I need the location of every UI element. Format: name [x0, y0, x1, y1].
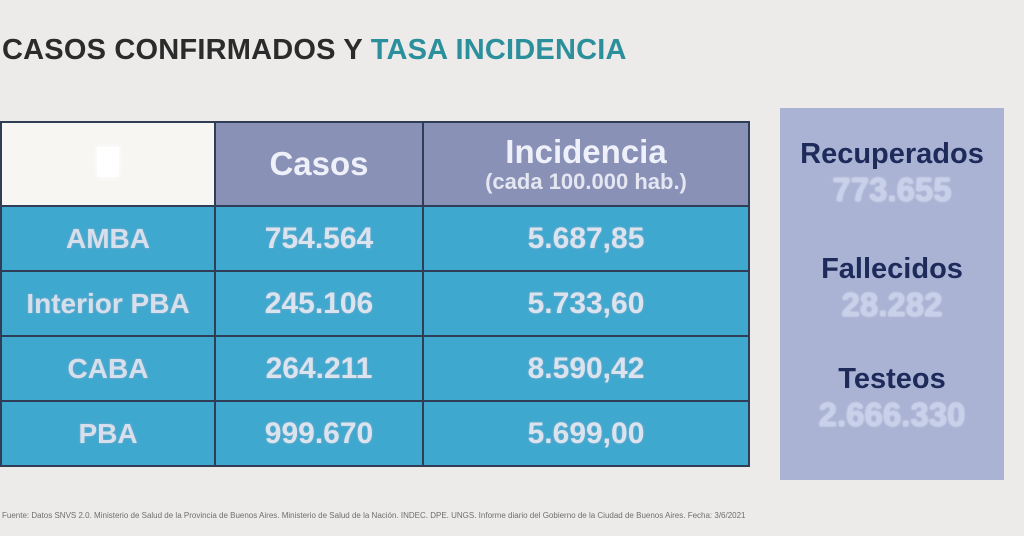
table-corner-cell	[0, 121, 216, 207]
corner-mark	[97, 146, 119, 177]
incidencia-cell: 5.733,60	[422, 270, 750, 337]
cases-table: Casos Incidencia (cada 100.000 hab.) AMB…	[0, 121, 750, 467]
table-row: Interior PBA 245.106 5.733,60	[0, 270, 750, 337]
header-casos-label: Casos	[269, 145, 369, 182]
stat-label: Recuperados	[800, 138, 984, 170]
incidencia-cell: 5.699,00	[422, 400, 750, 467]
stats-panel: Recuperados 773.655 Fallecidos 28.282 Te…	[780, 108, 1004, 480]
casos-cell: 264.211	[214, 335, 424, 402]
stat-value: 2.666.330	[818, 396, 966, 433]
header-incidencia-sublabel: (cada 100.000 hab.)	[485, 169, 687, 194]
title-part-1: CASOS CONFIRMADOS Y	[2, 34, 363, 66]
incidencia-cell: 8.590,42	[422, 335, 750, 402]
region-cell: Interior PBA	[0, 270, 216, 337]
stat-label: Fallecidos	[821, 253, 963, 285]
casos-cell: 999.670	[214, 400, 424, 467]
stat-fallecidos: Fallecidos 28.282	[780, 253, 1004, 324]
table-row: CABA 264.211 8.590,42	[0, 335, 750, 402]
region-cell: CABA	[0, 335, 216, 402]
casos-cell: 245.106	[214, 270, 424, 337]
table-header-row: Casos Incidencia (cada 100.000 hab.)	[0, 121, 750, 207]
header-incidencia: Incidencia (cada 100.000 hab.)	[422, 121, 750, 207]
stat-label: Testeos	[838, 363, 946, 395]
stat-testeos: Testeos 2.666.330	[780, 363, 1004, 434]
page-title: CASOS CONFIRMADOS Y TASA INCIDENCIA	[2, 34, 627, 67]
title-part-2: TASA INCIDENCIA	[370, 34, 627, 66]
region-cell: PBA	[0, 400, 216, 467]
stat-value: 773.655	[832, 171, 952, 208]
stat-value: 28.282	[841, 286, 943, 323]
region-cell: AMBA	[0, 205, 216, 272]
source-footnote: Fuente: Datos SNVS 2.0. Ministerio de Sa…	[2, 511, 746, 520]
table-row: AMBA 754.564 5.687,85	[0, 205, 750, 272]
header-casos: Casos	[214, 121, 424, 207]
table-row: PBA 999.670 5.699,00	[0, 400, 750, 467]
incidencia-cell: 5.687,85	[422, 205, 750, 272]
casos-cell: 754.564	[214, 205, 424, 272]
stat-recuperados: Recuperados 773.655	[780, 138, 1004, 209]
header-incidencia-label: Incidencia	[505, 133, 667, 170]
